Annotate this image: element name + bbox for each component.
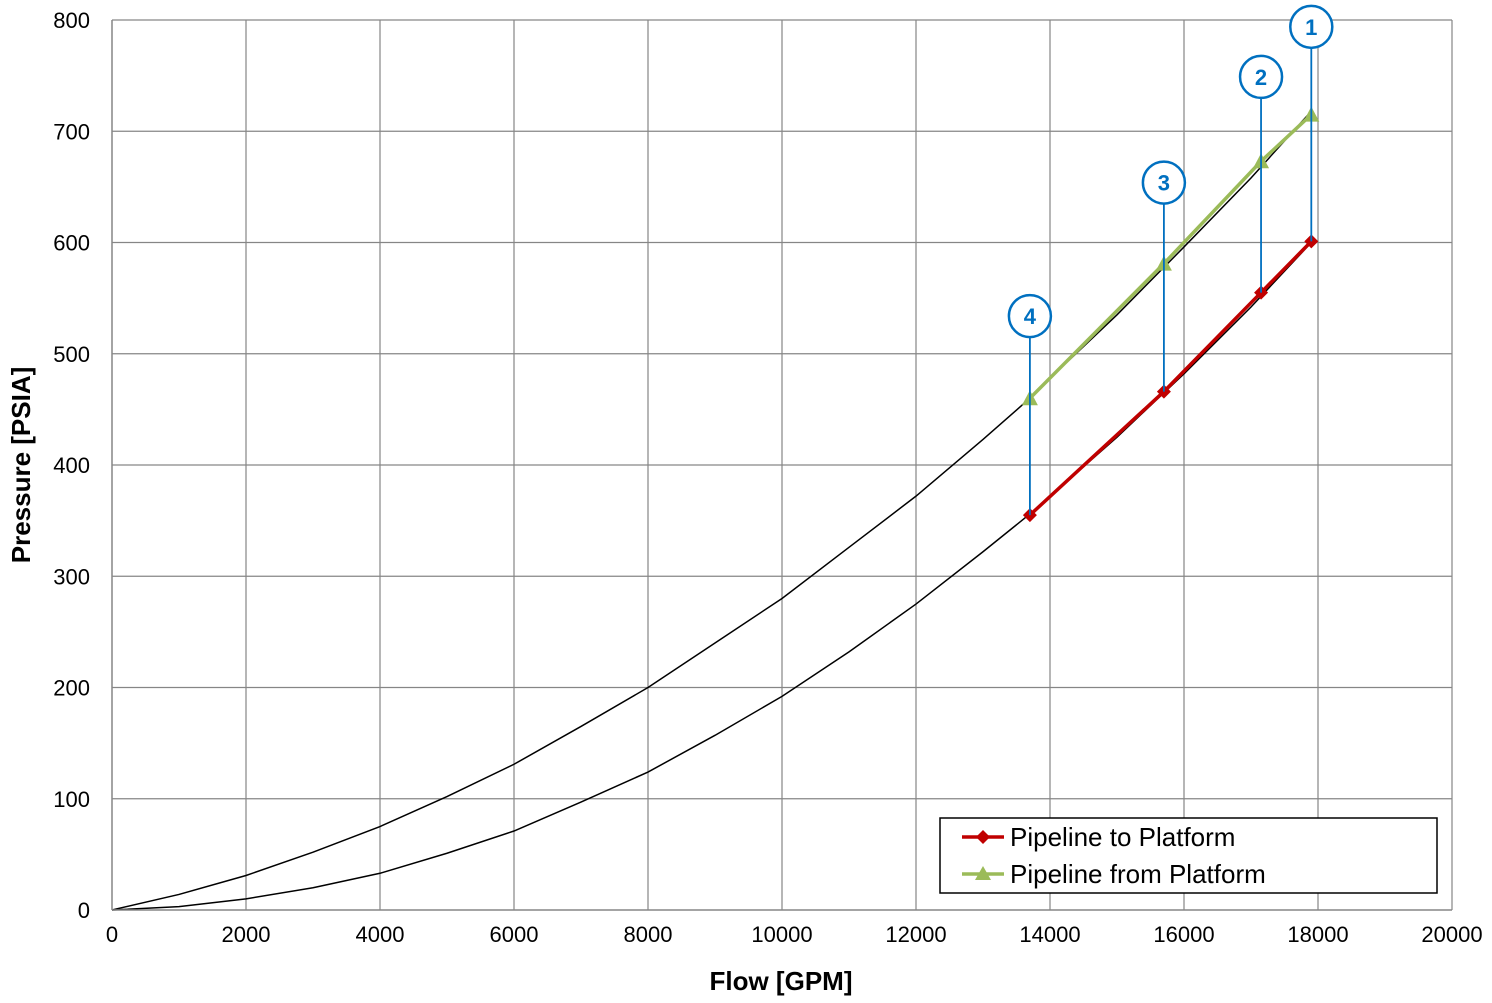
y-tick-label: 600: [53, 231, 90, 256]
y-tick-label: 200: [53, 676, 90, 701]
y-tick-label: 500: [53, 342, 90, 367]
legend-label-to-platform: Pipeline to Platform: [1010, 822, 1235, 852]
callout-circle: [1238, 54, 1284, 100]
x-tick-label: 4000: [356, 922, 405, 947]
y-tick-label: 700: [53, 119, 90, 144]
callout-label: 4: [1024, 304, 1037, 329]
legend: Pipeline to Platform Pipeline from Platf…: [939, 817, 1438, 894]
x-tick-label: 16000: [1153, 922, 1214, 947]
x-tick-label: 8000: [624, 922, 673, 947]
callout-label: 3: [1158, 171, 1170, 196]
x-tick-label: 14000: [1019, 922, 1080, 947]
x-tick-label: 18000: [1287, 922, 1348, 947]
fitted-curves: [111, 110, 1312, 911]
legend-label-from-platform: Pipeline from Platform: [1010, 859, 1266, 889]
x-tick-label: 10000: [751, 922, 812, 947]
y-axis-title: Pressure [PSIA]: [6, 367, 36, 564]
x-axis-title: Flow [GPM]: [710, 966, 853, 996]
y-tick-label: 0: [78, 898, 90, 923]
x-tick-label: 6000: [490, 922, 539, 947]
x-tick-label: 2000: [222, 922, 271, 947]
callout-circle: [1289, 4, 1334, 50]
callout-circle: [1141, 160, 1187, 205]
grid-lines: [112, 19, 1453, 910]
series-line: [1028, 113, 1313, 400]
y-tick-label: 300: [53, 564, 90, 589]
callout-label: 1: [1305, 15, 1317, 40]
fitted-curve: [111, 110, 1312, 911]
y-tick-label: 100: [53, 787, 90, 812]
y-tick-label: 800: [53, 8, 90, 33]
tick-labels: 0 2000 4000 6000 8000 10000 12000 14000 16000 180…: [53, 8, 1482, 947]
axes: [111, 20, 1452, 911]
legend-marker-diamond: [976, 830, 990, 844]
x-tick-label: 0: [106, 922, 118, 947]
callout-circle: [1007, 293, 1053, 339]
legend-marker-triangle: [975, 866, 991, 880]
point-callouts: 1 2 3 4: [1007, 4, 1334, 516]
legend-box: [939, 817, 1438, 894]
callout-label: 2: [1255, 65, 1267, 90]
x-tick-label: 12000: [885, 922, 946, 947]
y-tick-label: 400: [53, 453, 90, 478]
x-tick-label: 20000: [1421, 922, 1482, 947]
series-line: [1028, 240, 1313, 517]
